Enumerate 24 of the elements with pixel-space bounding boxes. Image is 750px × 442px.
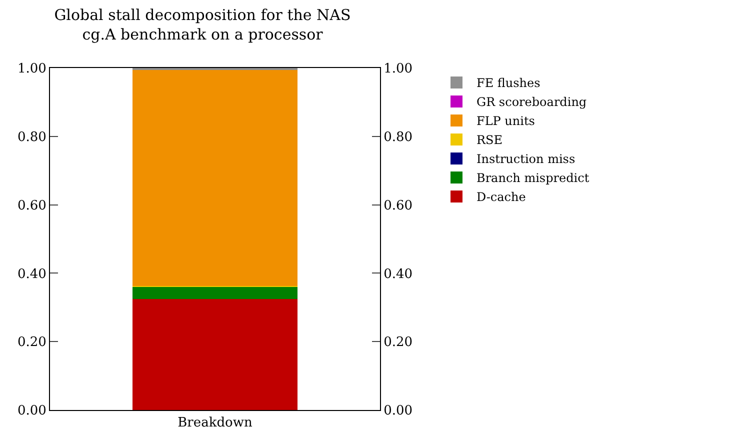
legend-label: D-cache [476, 190, 526, 204]
legend-label: FE flushes [476, 76, 540, 90]
y-tick-label: 1.00 [17, 62, 46, 77]
y-tick-label: 0.40 [17, 266, 46, 282]
text: 1.00 [384, 62, 413, 77]
chart-title: Global stall decomposition for the NAS cg.A benchmark on a processor [54, 6, 351, 44]
text: 0.80 [384, 130, 413, 145]
y-tick-label: 0.60 [17, 198, 46, 214]
y-tick-label: 0.00 [17, 404, 46, 419]
bar [132, 286, 298, 300]
text: 0.60 [384, 198, 413, 214]
text: 0.00 [384, 404, 413, 419]
bar [132, 299, 298, 410]
text: 0.40 [384, 266, 413, 282]
text: 0.20 [384, 335, 413, 350]
bar [132, 69, 298, 286]
x-tick-label: Breakdown [178, 416, 253, 431]
legend-label: RSE [476, 133, 503, 148]
legend-label: Instruction miss [476, 152, 576, 166]
y-tick-label: 0.80 [17, 130, 46, 145]
legend-label: FLP units [476, 114, 535, 128]
y-tick-label: 0.20 [17, 335, 46, 350]
legend-label: GR scoreboarding [476, 95, 587, 110]
legend-label: Branch mispredict [476, 171, 590, 186]
